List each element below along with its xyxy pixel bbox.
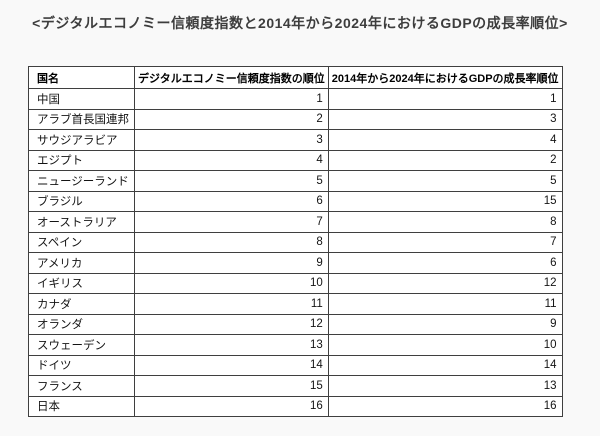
table-row: スウェーデン 13 10 (28, 334, 563, 356)
cell-gdp-growth-rank: 2 (327, 149, 563, 171)
cell-gdp-growth-rank: 14 (327, 354, 563, 376)
ranking-table-container: 国名 デジタルエコノミー信頼度指数の順位 2014年から2024年におけるGDP… (28, 66, 563, 417)
page-title: <デジタルエコノミー信頼度指数と2014年から2024年におけるGDPの成長率順… (32, 15, 568, 31)
cell-gdp-growth-rank: 1 (327, 88, 563, 110)
cell-digital-trust-rank: 6 (134, 190, 329, 212)
cell-gdp-growth-rank: 12 (327, 272, 563, 294)
cell-digital-trust-rank: 13 (134, 334, 329, 356)
cell-gdp-growth-rank: 8 (327, 211, 563, 233)
table-row: イギリス 10 12 (28, 272, 563, 294)
table-row: ブラジル 6 15 (28, 190, 563, 212)
cell-digital-trust-rank: 5 (134, 170, 329, 192)
cell-country: サウジアラビア (28, 129, 135, 151)
cell-digital-trust-rank: 14 (134, 354, 329, 376)
cell-digital-trust-rank: 12 (134, 313, 329, 335)
cell-digital-trust-rank: 9 (134, 252, 329, 274)
table-body: 中国 1 1 アラブ首長国連邦 2 3 サウジアラビア 3 4 エジプト 4 2… (28, 88, 563, 417)
cell-country: アメリカ (28, 252, 135, 274)
cell-digital-trust-rank: 8 (134, 231, 329, 253)
cell-digital-trust-rank: 15 (134, 375, 329, 397)
table-row: エジプト 4 2 (28, 149, 563, 171)
table-row: ニュージーランド 5 5 (28, 170, 563, 192)
table-row: オランダ 12 9 (28, 313, 563, 335)
cell-gdp-growth-rank: 4 (327, 129, 563, 151)
cell-country: スペイン (28, 231, 135, 253)
cell-digital-trust-rank: 7 (134, 211, 329, 233)
cell-gdp-growth-rank: 10 (327, 334, 563, 356)
ranking-table: 国名 デジタルエコノミー信頼度指数の順位 2014年から2024年におけるGDP… (28, 66, 563, 417)
table-row: 日本 16 16 (28, 395, 563, 417)
cell-country: フランス (28, 375, 135, 397)
cell-country: オランダ (28, 313, 135, 335)
cell-digital-trust-rank: 3 (134, 129, 329, 151)
cell-gdp-growth-rank: 11 (327, 293, 563, 315)
table-row: 中国 1 1 (28, 88, 563, 110)
cell-country: スウェーデン (28, 334, 135, 356)
cell-country: ドイツ (28, 354, 135, 376)
cell-country: アラブ首長国連邦 (28, 108, 135, 130)
cell-digital-trust-rank: 10 (134, 272, 329, 294)
cell-country: イギリス (28, 272, 135, 294)
cell-gdp-growth-rank: 9 (327, 313, 563, 335)
table-row: アラブ首長国連邦 2 3 (28, 108, 563, 130)
cell-country: オーストラリア (28, 211, 135, 233)
cell-gdp-growth-rank: 15 (327, 190, 563, 212)
cell-digital-trust-rank: 4 (134, 149, 329, 171)
cell-gdp-growth-rank: 7 (327, 231, 563, 253)
cell-gdp-growth-rank: 5 (327, 170, 563, 192)
table-row: カナダ 11 11 (28, 293, 563, 315)
table-row: スペイン 8 7 (28, 231, 563, 253)
cell-gdp-growth-rank: 6 (327, 252, 563, 274)
cell-digital-trust-rank: 2 (134, 108, 329, 130)
cell-country: 日本 (28, 395, 135, 417)
header-row: 国名 デジタルエコノミー信頼度指数の順位 2014年から2024年におけるGDP… (28, 66, 563, 89)
cell-country: 中国 (28, 88, 135, 110)
table-row: フランス 15 13 (28, 375, 563, 397)
cell-country: ニュージーランド (28, 170, 135, 192)
cell-digital-trust-rank: 1 (134, 88, 329, 110)
table-row: アメリカ 9 6 (28, 252, 563, 274)
cell-gdp-growth-rank: 16 (327, 395, 563, 417)
column-header-country: 国名 (28, 66, 135, 89)
cell-gdp-growth-rank: 13 (327, 375, 563, 397)
table-row: ドイツ 14 14 (28, 354, 563, 376)
cell-digital-trust-rank: 11 (134, 293, 329, 315)
column-header-gdp-growth-rank: 2014年から2024年におけるGDPの成長率順位 (327, 66, 563, 89)
column-header-digital-trust-rank: デジタルエコノミー信頼度指数の順位 (134, 66, 329, 89)
table-row: オーストラリア 7 8 (28, 211, 563, 233)
cell-gdp-growth-rank: 3 (327, 108, 563, 130)
cell-digital-trust-rank: 16 (134, 395, 329, 417)
cell-country: カナダ (28, 293, 135, 315)
cell-country: ブラジル (28, 190, 135, 212)
table-row: サウジアラビア 3 4 (28, 129, 563, 151)
cell-country: エジプト (28, 149, 135, 171)
